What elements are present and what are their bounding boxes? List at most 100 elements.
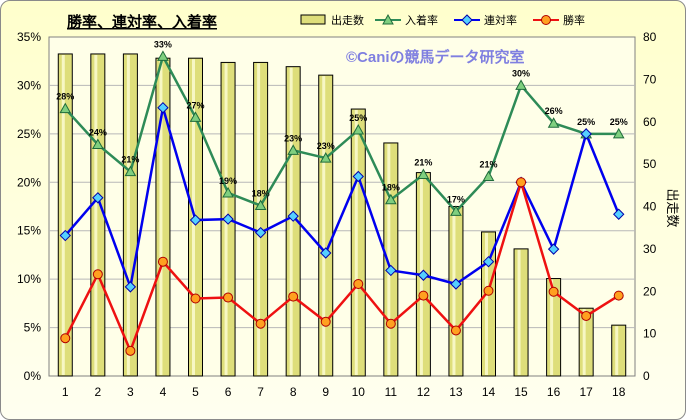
circle-marker bbox=[581, 310, 592, 321]
y-left-tick-label: 20% bbox=[17, 175, 41, 189]
triangle-marker bbox=[287, 144, 300, 155]
legend-marker bbox=[382, 13, 394, 25]
circle-marker bbox=[255, 318, 266, 329]
data-label: 30% bbox=[512, 68, 530, 78]
y-left-tick-label: 0% bbox=[24, 369, 42, 383]
bar bbox=[350, 108, 366, 377]
x-tick-label: 6 bbox=[225, 385, 232, 399]
circle-marker bbox=[223, 292, 234, 303]
gridlines bbox=[49, 84, 635, 329]
triangle-marker bbox=[612, 127, 625, 139]
y-left-tick-label: 5% bbox=[24, 321, 42, 335]
legend-marker bbox=[541, 15, 551, 25]
diamond-marker bbox=[613, 208, 625, 220]
bar bbox=[253, 61, 269, 377]
y-right-tick-label: 0 bbox=[643, 369, 650, 383]
circle-marker bbox=[613, 290, 624, 301]
data-label: 27% bbox=[186, 100, 204, 110]
diamond-marker bbox=[417, 269, 430, 281]
x-axis: 1 2 3 4 5 6 7 8 9 10 11 12 13 14 15 16 17 18 bbox=[62, 385, 626, 399]
legend-label: 出走数 bbox=[331, 13, 364, 27]
legend-marker bbox=[461, 14, 473, 26]
triangle-marker bbox=[515, 79, 527, 90]
x-tick-label: 4 bbox=[160, 385, 167, 399]
bar bbox=[481, 231, 496, 377]
y-right-tick-label: 60 bbox=[643, 115, 657, 129]
circle-marker bbox=[385, 318, 396, 329]
diamond-marker bbox=[189, 214, 202, 226]
x-tick-label: 7 bbox=[257, 385, 264, 399]
circle-marker bbox=[548, 286, 559, 297]
diamond-marker bbox=[59, 229, 71, 242]
y-left-tick-label: 10% bbox=[17, 272, 41, 286]
circle-marker bbox=[157, 256, 168, 267]
y-right-tick-label: 50 bbox=[643, 157, 657, 171]
legend-swatch bbox=[300, 14, 326, 25]
data-label: 24% bbox=[89, 128, 107, 138]
x-tick-label: 13 bbox=[449, 385, 463, 399]
diamond-marker bbox=[124, 281, 137, 293]
bar bbox=[513, 248, 529, 377]
data-label: 21% bbox=[121, 155, 139, 165]
triangle-marker bbox=[124, 165, 137, 177]
y-axis-left: 0% 5% 10% 15% 20% 25% 30% 35% bbox=[17, 30, 41, 383]
diamond-marker bbox=[157, 101, 169, 114]
data-label: 21% bbox=[479, 159, 497, 169]
x-tick-label: 2 bbox=[94, 385, 101, 399]
x-tick-label: 14 bbox=[482, 385, 496, 399]
triangle-marker bbox=[319, 152, 332, 163]
bar bbox=[448, 206, 464, 377]
y-left-tick-label: 15% bbox=[17, 224, 41, 238]
legend-label: 勝率 bbox=[563, 13, 585, 27]
diamond-marker bbox=[385, 264, 397, 277]
data-label: 23% bbox=[317, 141, 335, 151]
data-label: 21% bbox=[414, 158, 432, 168]
data-labels: 28% 24% 21% 33% 27% 19% 18% 23% 23% 25% 18% 21% 17% 2… bbox=[56, 39, 627, 204]
bar bbox=[122, 53, 138, 377]
series-line bbox=[64, 177, 620, 355]
legend-label: 連対率 bbox=[484, 13, 517, 27]
data-label: 18% bbox=[252, 189, 270, 199]
x-tick-label: 10 bbox=[352, 385, 366, 399]
triangle-marker bbox=[59, 102, 72, 114]
circle-marker bbox=[516, 177, 527, 188]
x-tick-label: 12 bbox=[417, 385, 431, 399]
circle-marker bbox=[288, 291, 299, 302]
data-label: 18% bbox=[382, 183, 400, 193]
circle-marker bbox=[60, 333, 71, 344]
diamond-marker bbox=[92, 192, 104, 204]
data-label: 25% bbox=[610, 117, 628, 127]
data-label: 23% bbox=[284, 133, 302, 143]
x-tick-label: 15 bbox=[514, 385, 528, 399]
y-axis-right-label: 出走数 bbox=[665, 188, 680, 227]
diamond-marker bbox=[254, 226, 267, 239]
data-label: 28% bbox=[56, 92, 74, 102]
series-line bbox=[64, 53, 619, 214]
y-right-tick-label: 70 bbox=[643, 72, 657, 86]
x-tick-label: 9 bbox=[322, 385, 329, 399]
triangle-marker bbox=[91, 138, 104, 150]
diamond-marker bbox=[482, 256, 495, 268]
legend-label: 入着率 bbox=[405, 13, 438, 27]
line-series bbox=[64, 53, 620, 355]
data-label: 19% bbox=[219, 176, 237, 186]
triangle-marker bbox=[222, 186, 234, 198]
diamond-marker bbox=[222, 213, 234, 225]
y-left-tick-label: 25% bbox=[17, 127, 41, 141]
bar bbox=[611, 324, 627, 377]
legend: 出走数 入着率 連対率 勝率 bbox=[300, 13, 585, 27]
diamond-marker bbox=[352, 170, 364, 183]
plot-area bbox=[48, 36, 636, 377]
data-label: 26% bbox=[545, 106, 563, 116]
x-tick-label: 11 bbox=[385, 385, 398, 399]
chart-title: 勝率、連対率、入着率 bbox=[67, 13, 217, 31]
circle-marker bbox=[353, 278, 364, 289]
circle-marker bbox=[450, 325, 461, 336]
x-tick-label: 17 bbox=[579, 385, 593, 399]
circle-marker bbox=[320, 316, 331, 327]
line-markers bbox=[59, 50, 625, 356]
diamond-marker bbox=[450, 278, 462, 290]
diamond-marker bbox=[320, 247, 332, 259]
